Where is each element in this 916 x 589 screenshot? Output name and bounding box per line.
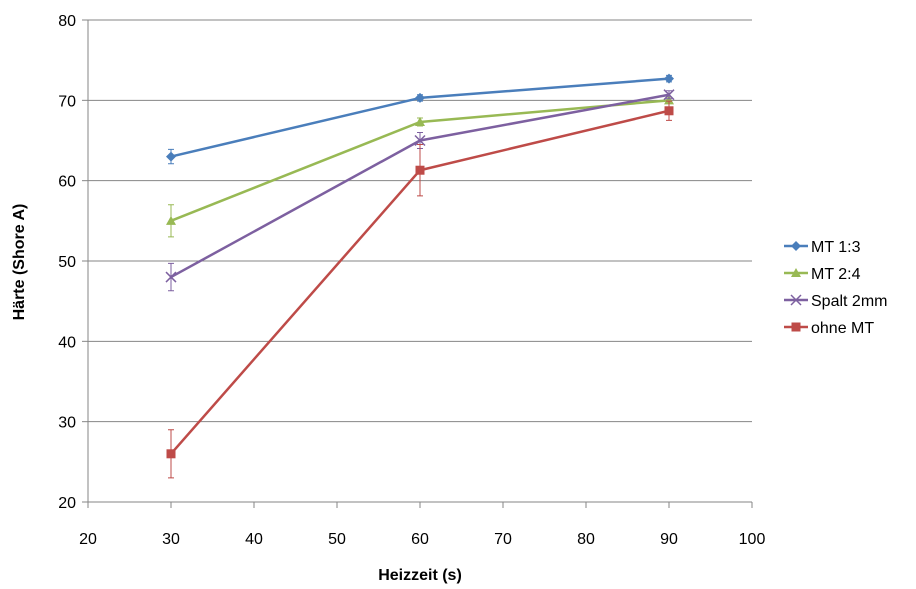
x-tick-label: 60 bbox=[411, 531, 429, 548]
data-point bbox=[166, 449, 176, 459]
data-point bbox=[415, 92, 425, 103]
legend-item: MT 2:4 bbox=[784, 266, 861, 283]
x-marker-stroke bbox=[414, 134, 426, 147]
legend-item: ohne MT bbox=[784, 320, 874, 337]
y-tick-label: 30 bbox=[58, 415, 76, 432]
legend-label: Spalt 2mm bbox=[811, 293, 887, 310]
y-tick-label: 40 bbox=[58, 334, 76, 351]
data-point bbox=[663, 89, 675, 101]
y-axis-title: Härte (Shore A) bbox=[11, 204, 28, 321]
legend-marker bbox=[791, 241, 801, 251]
y-tick-label: 80 bbox=[58, 13, 76, 30]
data-point bbox=[664, 95, 674, 105]
legend-marker bbox=[791, 322, 801, 332]
y-tick-label: 60 bbox=[58, 174, 76, 191]
legend: MT 1:3 MT 2:4 Spalt 2mm ohne MT bbox=[784, 239, 887, 337]
x-axis-title: Heizzeit (s) bbox=[378, 567, 462, 584]
legend-label: MT 1:3 bbox=[811, 239, 861, 256]
data-point bbox=[166, 215, 176, 225]
data-point bbox=[165, 271, 177, 283]
x-tick-label: 20 bbox=[79, 531, 97, 548]
legend-marker bbox=[791, 268, 801, 277]
x-tick-label: 30 bbox=[162, 531, 180, 548]
x-tick-label: 40 bbox=[245, 531, 263, 548]
series-group bbox=[165, 73, 675, 479]
data-point bbox=[415, 117, 425, 127]
series-mt-1-3 bbox=[166, 73, 674, 165]
x-tick-label: 50 bbox=[328, 531, 346, 548]
data-point bbox=[664, 106, 674, 116]
x-tick-label: 90 bbox=[660, 531, 678, 548]
x-tick-labels: 20 30 40 50 60 70 80 90 100 bbox=[79, 531, 765, 548]
data-point bbox=[664, 73, 674, 84]
legend-marker bbox=[790, 294, 802, 306]
y-tick-label: 70 bbox=[58, 93, 76, 110]
legend-label: ohne MT bbox=[811, 320, 874, 337]
legend-item: Spalt 2mm bbox=[784, 293, 887, 310]
x-tick-label: 70 bbox=[494, 531, 512, 548]
series-spalt-2mm bbox=[165, 89, 675, 292]
series-ohne-mt bbox=[166, 100, 674, 479]
x-tick-label: 100 bbox=[739, 531, 766, 548]
x-tick-label: 80 bbox=[577, 531, 595, 548]
x-marker-stroke bbox=[165, 271, 177, 283]
y-tick-labels: 20 30 40 50 60 70 80 bbox=[58, 13, 76, 512]
legend-label: MT 2:4 bbox=[811, 266, 861, 283]
data-point bbox=[415, 165, 425, 175]
y-tick-label: 20 bbox=[58, 495, 76, 512]
y-tick-label: 50 bbox=[58, 254, 76, 271]
axes bbox=[82, 19, 753, 508]
legend-item: MT 1:3 bbox=[784, 239, 861, 256]
x-marker-stroke bbox=[790, 294, 802, 306]
data-point bbox=[414, 134, 426, 147]
data-point bbox=[166, 151, 176, 162]
x-marker-stroke bbox=[663, 89, 675, 101]
